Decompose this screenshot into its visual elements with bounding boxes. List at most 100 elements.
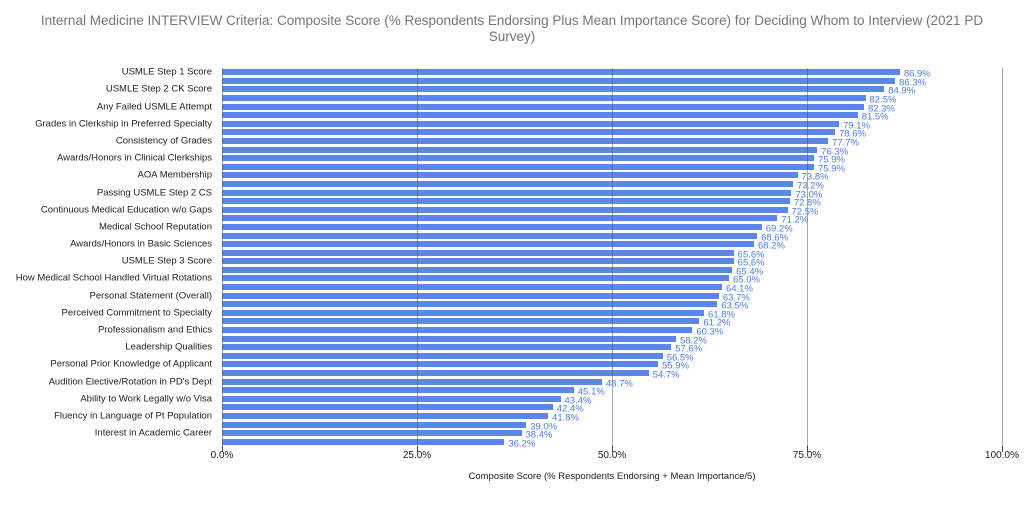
category-label: Consistency of Grades [115,135,212,147]
category-label: Awards/Honors in Basic Sciences [70,238,212,250]
category-label: Continuous Medical Education w/o Gaps [40,204,212,216]
category-label: Awards/Honors in Clinical Clerkships [56,152,212,164]
axis-tick [416,446,418,452]
gridline [1001,68,1003,446]
value-label: 72.8% [793,197,821,209]
category-label: USMLE Step 2 CK Score [105,83,212,95]
axis-tick [221,446,223,452]
value-label: 81.5% [861,111,889,123]
bar [222,421,527,428]
value-label: 43.4% [564,395,592,407]
category-label: Personal Statement (Overall) [89,290,213,302]
bar [222,266,733,273]
bar [222,206,788,213]
value-label: 65.6% [737,257,765,269]
value-label: 45.1% [577,386,605,398]
bar [222,180,793,187]
value-label: 82.3% [867,103,895,115]
bar [222,344,672,351]
bar [222,146,818,153]
x-axis-title: Composite Score (% Respondents Endorsing… [468,471,756,482]
value-label: 65.4% [736,266,764,278]
bar [222,284,722,291]
value-label: 48.7% [605,378,633,390]
bar [222,292,719,299]
value-label: 82.5% [869,94,897,106]
bar [222,309,705,316]
value-label: 42.4% [556,403,584,415]
bar [222,232,758,239]
gridline [611,68,613,446]
bar [222,395,561,402]
value-label: 78.6% [839,128,867,140]
value-label: 61.8% [708,309,735,321]
value-label: 56.5% [666,352,694,364]
value-label: 65.6% [737,249,765,261]
bar [222,120,839,127]
category-label: Passing USMLE Step 2 CS [96,187,212,199]
category-label: Audition Elective/Rotation in PD's Dept [48,376,212,388]
bar [222,86,885,93]
x-tick-label: 25.0% [402,450,432,461]
category-label: Grades in Clerkship in Preferred Special… [35,118,212,130]
bar [222,335,676,342]
value-label: 77.7% [832,137,859,149]
category-label: Interest in Academic Career [94,427,212,439]
bar [222,223,762,230]
value-label: 68.6% [761,232,789,244]
plot-area: 86.9% 86.3% 84.9% 82.5% 82.3% 81.5% 79.1% 78.6%… [221,68,1003,452]
bar [222,69,900,76]
value-label: 39.0% [530,421,558,433]
gridline [806,68,808,446]
x-tick-label: 0.0% [210,450,234,461]
value-label: 71.2% [781,214,809,226]
bar [222,172,798,179]
value-label: 38.4% [525,429,553,441]
value-label: 63.7% [722,292,750,304]
category-label: Fluency in Language of Pt Population [54,410,212,422]
category-label: Personal Prior Knowledge of Applicant [50,358,212,370]
x-tick-label: 100.0% [985,450,1019,461]
value-label: 79.1% [842,120,870,132]
category-label: Medical School Reputation [98,221,212,233]
bar [222,412,549,419]
category-label: Ability to Work Legally w/o Visa [80,393,212,405]
axis-tick [806,446,808,452]
bar [222,241,754,248]
bar [222,352,663,359]
value-label: 69.2% [765,223,793,235]
category-label: How Medical School Handled Virtual Rotat… [15,272,212,284]
bar [222,275,729,282]
category-label: Professionalism and Ethics [97,324,212,336]
gridline [221,68,223,446]
value-label: 86.9% [903,68,931,80]
bar [222,155,815,162]
bar [222,438,505,445]
value-label: 61.2% [703,317,731,329]
category-label: Leadership Qualities [125,341,212,353]
value-label: 58.2% [679,335,707,347]
value-label: 63.5% [721,300,749,312]
value-label: 54.7% [652,369,680,381]
value-label: 41.8% [552,412,579,424]
category-label: USMLE Step 1 Score [121,66,212,78]
category-label: Perceived Commitment to Specialty [61,307,212,319]
bar [222,198,790,205]
value-label: 86.3% [899,77,927,89]
value-label: 73.0% [795,189,823,201]
bar [222,361,659,368]
category-label: Any Failed USMLE Attempt [96,101,212,113]
axis-tick [611,446,613,452]
category-label: AOA Membership [137,169,212,181]
bar [222,387,574,394]
value-label: 84.9% [888,85,916,97]
value-label: 64.1% [725,283,753,295]
value-label: 75.9% [818,154,845,166]
bar [222,189,792,196]
value-label: 72.5% [791,206,819,218]
bar [222,163,815,170]
value-label: 75.9% [818,163,845,175]
bar [222,138,829,145]
value-label: 68.2% [757,240,785,252]
